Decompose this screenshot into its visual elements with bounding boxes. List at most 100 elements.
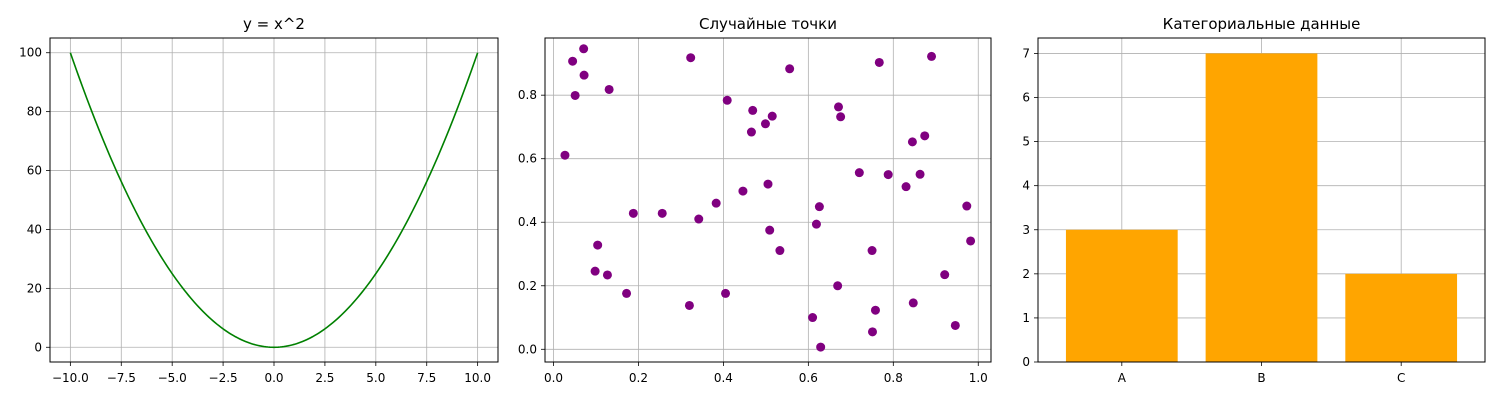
scatter-point [950, 320, 960, 330]
chart-random-points: 0.0 0.2 0.4 0.6 0.8 1.0 0.0 0.2 0.4 0.6 0.8 Случай… [518, 15, 992, 385]
scatter-point [816, 342, 826, 352]
scatter-point [694, 214, 704, 224]
parabola-ticks: −10.0 −7.5 −5.0 −2.5 0.0 2.5 5.0 7.5 10.0 0 20 40 60… [19, 46, 491, 385]
scatter-point [767, 111, 777, 121]
scatter-y-tick-label: 0.6 [518, 152, 537, 166]
scatter-point [874, 57, 884, 67]
bar-b [1205, 53, 1318, 363]
scatter-x-tick-label: 0.4 [714, 371, 733, 385]
scatter-point [684, 300, 694, 310]
scatter-point [568, 56, 578, 66]
scatter-point [686, 53, 696, 63]
scatter-point [560, 150, 570, 160]
bar-title: Категориальные данные [1163, 15, 1361, 33]
scatter-point [870, 305, 880, 315]
scatter-title: Случайные точки [699, 15, 837, 33]
scatter-point [836, 112, 846, 122]
scatter-point [808, 313, 818, 323]
scatter-point [908, 298, 918, 308]
bar-c [1345, 273, 1458, 362]
scatter-point [604, 84, 614, 94]
parabola-title: y = x^2 [243, 15, 305, 33]
scatter-point [920, 131, 930, 141]
chart-categorical: A B C 0 1 2 3 4 5 6 7 Категориальные данные [1022, 15, 1486, 385]
scatter-y-tick-label: 0.8 [518, 88, 537, 102]
bar-y-tick-label: 5 [1022, 135, 1030, 149]
scatter-point [814, 202, 824, 212]
bar-y-tick-label: 4 [1022, 179, 1030, 193]
bar-x-tick-label: B [1257, 371, 1265, 385]
scatter-point [722, 95, 732, 105]
bar-y-tick-label: 0 [1022, 355, 1030, 369]
scatter-point [907, 137, 917, 147]
scatter-y-tick-label: 0.2 [518, 279, 537, 293]
scatter-point [602, 270, 612, 280]
scatter-grid [545, 38, 991, 362]
scatter-point [927, 51, 937, 61]
bar-y-tick-label: 3 [1022, 223, 1030, 237]
scatter-point [657, 208, 667, 218]
parabola-x-tick-label: 0.0 [264, 371, 283, 385]
scatter-point [628, 208, 638, 218]
parabola-x-tick-label: −2.5 [209, 371, 238, 385]
parabola-y-tick-label: 20 [27, 281, 42, 295]
scatter-point [748, 105, 758, 115]
scatter-x-tick-label: 0.0 [544, 371, 563, 385]
parabola-x-tick-label: 7.5 [417, 371, 436, 385]
scatter-point [785, 64, 795, 74]
scatter-point [570, 90, 580, 100]
parabola-x-tick-label: 10.0 [464, 371, 491, 385]
scatter-point [940, 270, 950, 280]
scatter-x-tick-label: 0.8 [884, 371, 903, 385]
scatter-ticks: 0.0 0.2 0.4 0.6 0.8 1.0 0.0 0.2 0.4 0.6 0.8 [518, 88, 988, 385]
scatter-point [915, 169, 925, 179]
parabola-plot-area [69, 52, 479, 349]
scatter-point [579, 44, 589, 54]
scatter-point [763, 179, 773, 189]
scatter-plot-area [560, 44, 976, 352]
parabola-y-tick-label: 60 [27, 164, 42, 178]
parabola-x-tick-label: 5.0 [366, 371, 385, 385]
bar-plot-area [1065, 53, 1458, 363]
scatter-point [579, 70, 589, 80]
scatter-x-tick-label: 0.2 [629, 371, 648, 385]
parabola-line [69, 52, 479, 349]
bar-x-tick-label: A [1118, 371, 1127, 385]
scatter-point [901, 182, 911, 192]
scatter-point [833, 281, 843, 291]
scatter-point [622, 288, 632, 298]
bar-y-tick-label: 6 [1022, 91, 1030, 105]
scatter-axes-frame [544, 37, 992, 363]
bar-ticks: A B C 0 1 2 3 4 5 6 7 [1022, 46, 1405, 385]
parabola-x-tick-label: −7.5 [107, 371, 136, 385]
scatter-point [721, 288, 731, 298]
scatter-point [854, 168, 864, 178]
scatter-x-tick-label: 0.6 [799, 371, 818, 385]
scatter-point [867, 327, 877, 337]
parabola-x-tick-label: −10.0 [52, 371, 89, 385]
bar-a [1065, 229, 1178, 362]
bar-x-tick-label: C [1397, 371, 1405, 385]
scatter-point [867, 246, 877, 256]
scatter-point [590, 266, 600, 276]
scatter-point [962, 201, 972, 211]
scatter-point [765, 225, 775, 235]
bar-y-tick-label: 2 [1022, 267, 1030, 281]
parabola-y-tick-label: 80 [27, 105, 42, 119]
chart-parabola: −10.0 −7.5 −5.0 −2.5 0.0 2.5 5.0 7.5 10.0 0 20 40 60… [19, 15, 499, 385]
bar-y-tick-label: 1 [1022, 311, 1030, 325]
scatter-point [775, 246, 785, 256]
parabola-x-tick-label: 2.5 [315, 371, 334, 385]
parabola-y-tick-label: 40 [27, 222, 42, 236]
scatter-point [883, 170, 893, 180]
scatter-x-tick-label: 1.0 [969, 371, 988, 385]
parabola-y-tick-label: 100 [19, 46, 42, 60]
parabola-y-tick-label: 0 [34, 340, 42, 354]
scatter-y-tick-label: 0.0 [518, 342, 537, 356]
scatter-point [760, 119, 770, 129]
scatter-point [811, 219, 821, 229]
parabola-x-tick-label: −5.0 [158, 371, 187, 385]
bar-y-tick-label: 7 [1022, 46, 1030, 60]
scatter-point [966, 236, 976, 246]
